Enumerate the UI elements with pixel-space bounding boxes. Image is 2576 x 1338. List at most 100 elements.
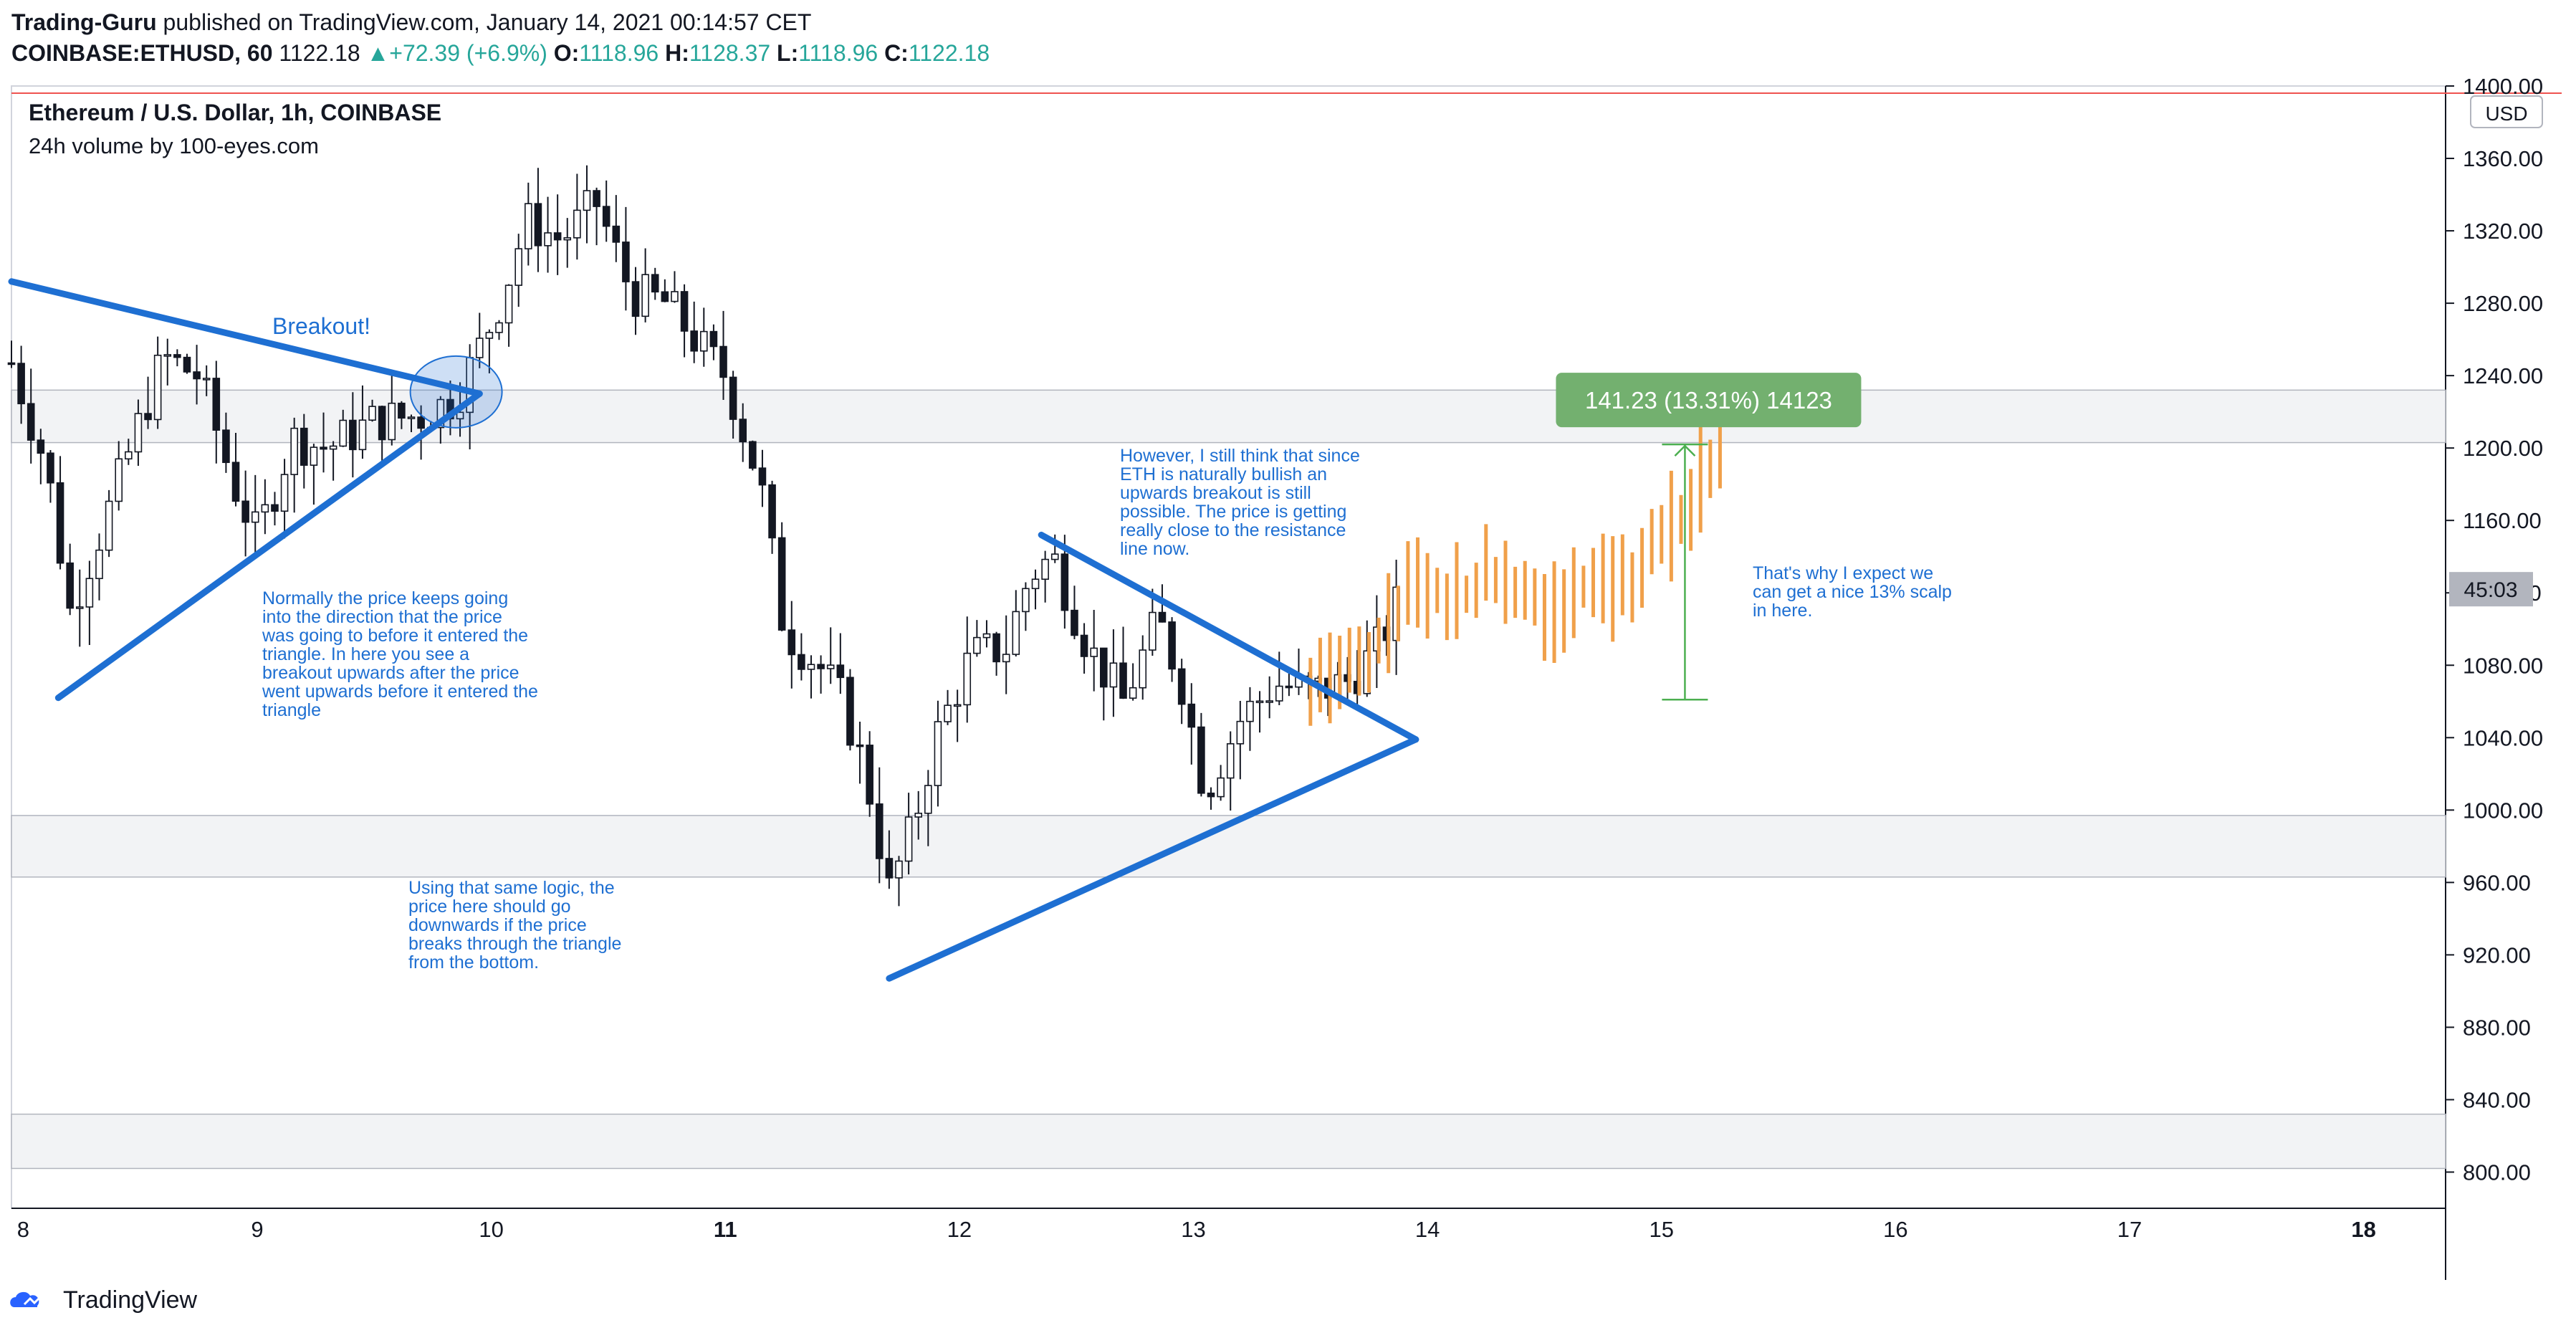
candle[interactable] — [1109, 662, 1118, 688]
candle[interactable] — [602, 206, 611, 227]
candle[interactable] — [563, 237, 572, 241]
annotation-4[interactable]: That's why I expect we can get a nice 13%… — [1753, 563, 1952, 621]
candle[interactable] — [817, 664, 825, 669]
candle[interactable] — [661, 291, 669, 302]
candle[interactable] — [436, 398, 445, 429]
price-axis-bg[interactable] — [2446, 86, 2562, 1234]
candle[interactable] — [573, 209, 581, 239]
candle[interactable] — [163, 354, 172, 357]
currency-box[interactable] — [2470, 95, 2543, 128]
candle[interactable] — [514, 248, 523, 286]
candle[interactable] — [699, 330, 708, 352]
candle[interactable] — [202, 378, 211, 381]
candle[interactable] — [85, 578, 94, 608]
candle[interactable] — [1139, 649, 1147, 689]
candle[interactable] — [1090, 647, 1098, 657]
candle[interactable] — [758, 467, 767, 486]
annotation-0[interactable]: Breakout! — [272, 313, 370, 339]
candle[interactable] — [739, 419, 747, 443]
candle[interactable] — [777, 537, 786, 631]
candle[interactable] — [787, 629, 796, 656]
candle[interactable] — [173, 354, 181, 358]
candle[interactable] — [1080, 634, 1088, 657]
candle[interactable] — [612, 225, 621, 243]
candle[interactable] — [1207, 792, 1215, 798]
candle[interactable] — [37, 439, 45, 454]
candle[interactable] — [212, 378, 221, 431]
candle[interactable] — [749, 441, 757, 469]
trendline-3[interactable] — [886, 736, 1419, 982]
candle[interactable] — [671, 291, 679, 302]
candle[interactable] — [290, 427, 298, 475]
candle[interactable] — [153, 354, 162, 421]
candle[interactable] — [1002, 654, 1010, 663]
candle[interactable] — [1197, 726, 1205, 794]
candle[interactable] — [27, 403, 35, 441]
candle[interactable] — [1265, 700, 1273, 703]
candle[interactable] — [280, 474, 289, 512]
candle[interactable] — [1149, 611, 1157, 651]
candle[interactable] — [1236, 720, 1245, 745]
candle[interactable] — [768, 484, 776, 539]
candle[interactable] — [398, 402, 406, 419]
candle[interactable] — [56, 482, 64, 564]
candle[interactable] — [368, 406, 376, 421]
candle[interactable] — [417, 416, 425, 429]
candle[interactable] — [17, 363, 25, 405]
candle[interactable] — [193, 371, 201, 380]
candle[interactable] — [1031, 578, 1040, 590]
candle[interactable] — [846, 677, 854, 746]
candle[interactable] — [944, 704, 952, 722]
measure-label-box[interactable] — [1556, 373, 1862, 428]
candle[interactable] — [1041, 558, 1049, 580]
candle[interactable] — [47, 452, 54, 484]
candle[interactable] — [553, 232, 562, 241]
candle[interactable] — [329, 445, 337, 450]
candle[interactable] — [349, 419, 357, 451]
candle[interactable] — [320, 446, 327, 450]
candle[interactable] — [709, 330, 718, 348]
candle[interactable] — [407, 416, 416, 419]
candle[interactable] — [241, 500, 249, 523]
candle[interactable] — [1246, 700, 1254, 722]
candle[interactable] — [358, 419, 367, 451]
candle[interactable] — [651, 274, 659, 293]
candle[interactable] — [973, 636, 981, 654]
candle[interactable] — [1275, 685, 1283, 702]
candle[interactable] — [310, 446, 318, 466]
trendline-2[interactable] — [1038, 531, 1419, 743]
annotation-2[interactable]: Using that same logic, the price here sho… — [408, 878, 621, 973]
candle[interactable] — [583, 190, 591, 211]
candle[interactable] — [641, 274, 649, 317]
candle[interactable] — [1050, 553, 1059, 560]
candle[interactable] — [826, 664, 835, 669]
trendline-0[interactable] — [8, 278, 483, 397]
candle[interactable] — [300, 427, 308, 466]
candle[interactable] — [798, 654, 805, 670]
candle[interactable] — [1187, 703, 1196, 728]
candle[interactable] — [495, 322, 503, 333]
candle[interactable] — [1158, 611, 1167, 623]
candle[interactable] — [66, 562, 74, 609]
candle[interactable] — [1255, 700, 1264, 704]
candle[interactable] — [231, 462, 240, 502]
candle[interactable] — [388, 402, 396, 441]
candle[interactable] — [544, 232, 552, 247]
currency-label[interactable]: USD — [2485, 102, 2527, 125]
candle[interactable] — [1119, 662, 1127, 699]
tradingview-logo-icon[interactable] — [9, 1286, 59, 1314]
candle[interactable] — [251, 511, 259, 523]
candle[interactable] — [934, 721, 942, 786]
candle[interactable] — [924, 785, 932, 814]
candle[interactable] — [963, 652, 972, 706]
candle[interactable] — [222, 429, 230, 464]
plot-area[interactable] — [11, 85, 2446, 1209]
candle[interactable] — [1226, 743, 1235, 779]
candle[interactable] — [1060, 553, 1069, 611]
candle[interactable] — [1217, 777, 1225, 798]
candle[interactable] — [1129, 687, 1137, 699]
candle[interactable] — [504, 285, 513, 324]
tradingview-brand[interactable]: TradingView — [63, 1286, 198, 1314]
candle[interactable] — [1022, 588, 1030, 613]
candle[interactable] — [1099, 647, 1108, 688]
